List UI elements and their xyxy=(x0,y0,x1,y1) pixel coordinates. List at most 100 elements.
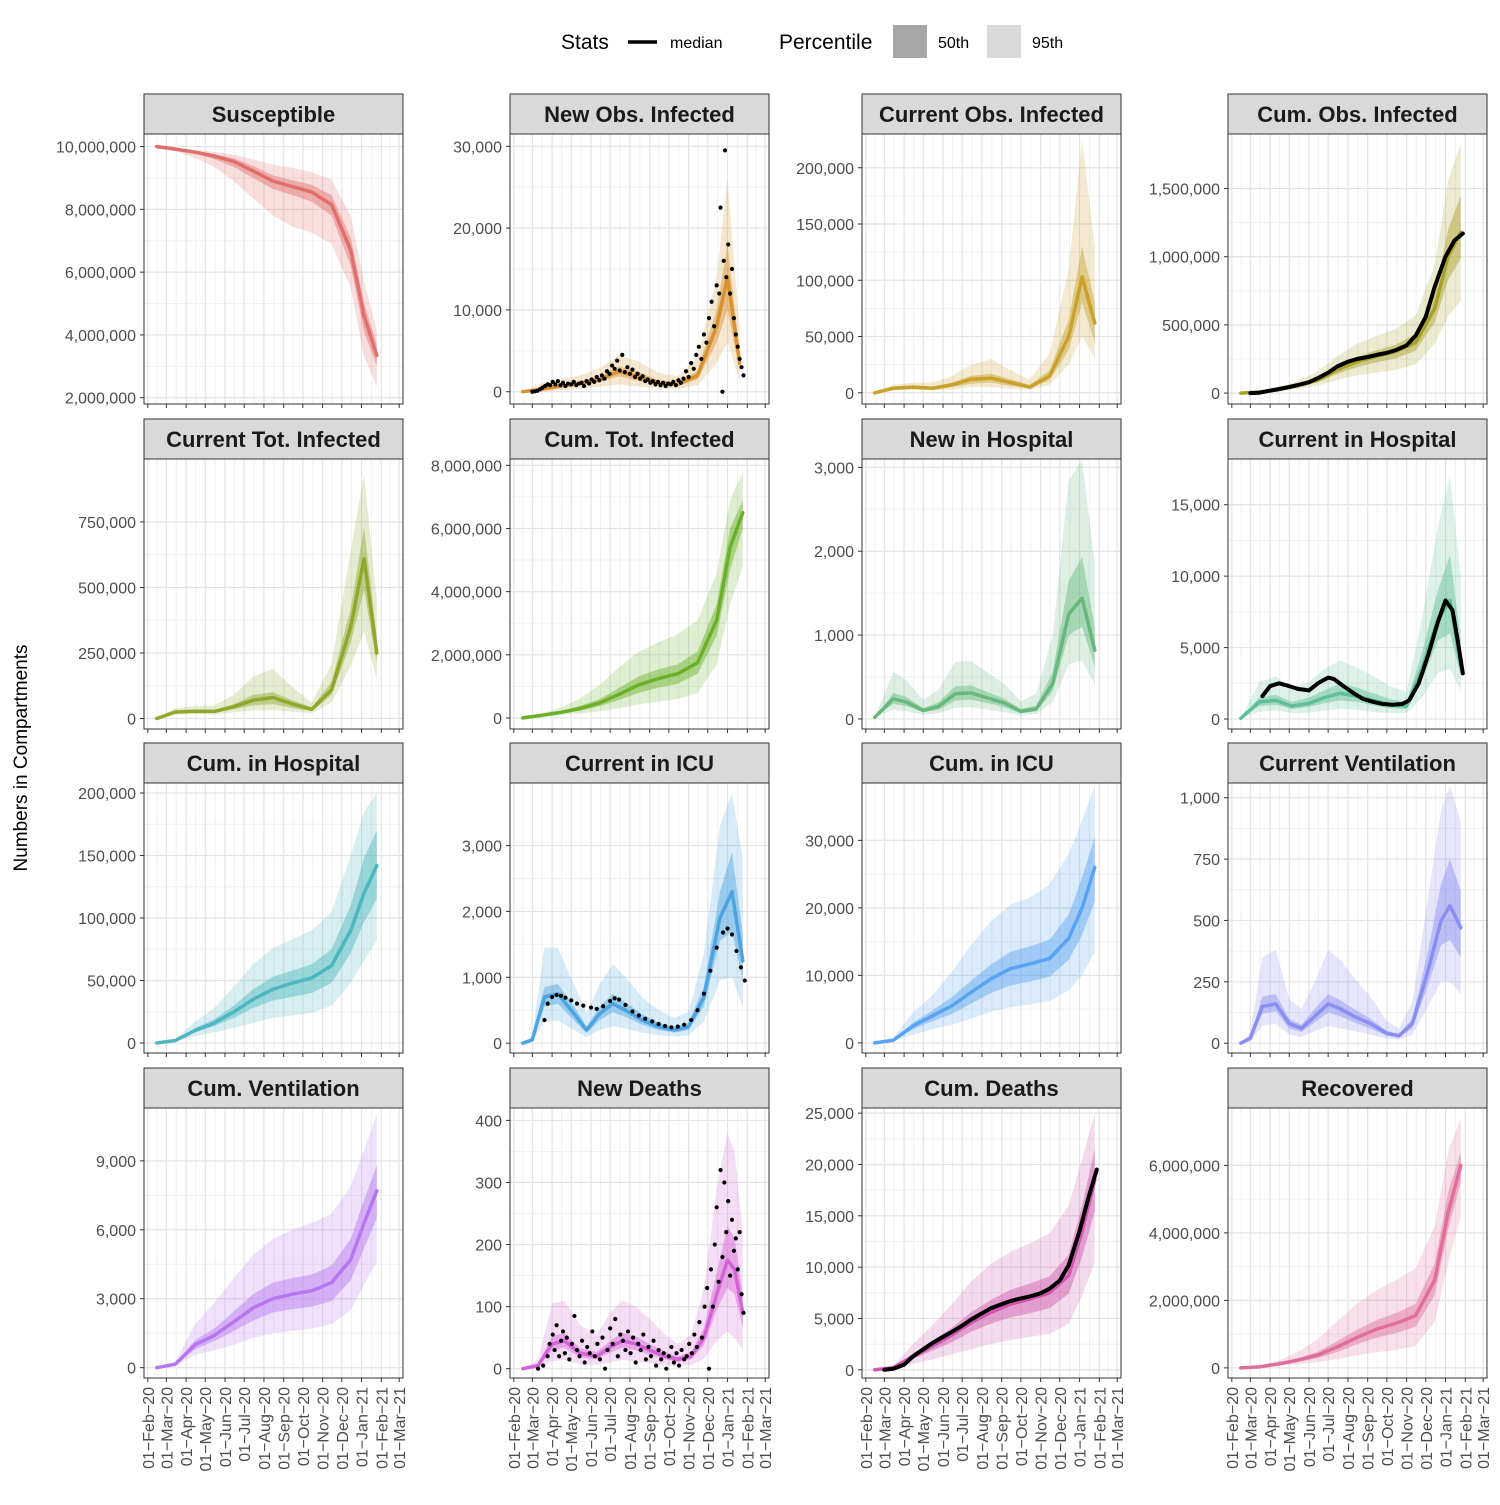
median-line xyxy=(873,596,1097,720)
observed-point xyxy=(541,1363,546,1368)
observed-point xyxy=(577,1354,582,1359)
observed-point xyxy=(689,1351,694,1356)
observed-point xyxy=(706,315,712,321)
y-tick-label: 0 xyxy=(1211,712,1220,729)
observed-point xyxy=(631,1335,636,1340)
observed-point xyxy=(640,374,645,379)
observed-point xyxy=(643,1016,648,1021)
y-tick-label: 0 xyxy=(1211,386,1220,403)
y-tick-label: 20,000 xyxy=(805,901,854,918)
x-tick-label: 01−Aug−20 xyxy=(1341,1387,1358,1470)
observed-point xyxy=(737,356,742,362)
x-tick-label: 01−Dec−20 xyxy=(1053,1387,1070,1470)
median-line xyxy=(521,510,745,720)
facet-title: New Obs. Infected xyxy=(544,102,735,127)
y-tick-label: 2,000 xyxy=(814,544,854,561)
observed-point xyxy=(608,1326,613,1331)
x-tick-label: 01−Apr−20 xyxy=(897,1387,914,1466)
observed-point xyxy=(695,1008,700,1013)
observed-point xyxy=(709,299,714,304)
x-tick-label: 01−May−20 xyxy=(564,1387,581,1472)
plot-border xyxy=(509,782,770,1054)
x-tick-label: 01−Oct−20 xyxy=(1014,1387,1031,1466)
observed-point xyxy=(585,1344,590,1350)
y-tick-label: 30,000 xyxy=(453,139,502,156)
y-tick-label: 0 xyxy=(493,1362,502,1379)
ribbon-95th xyxy=(1240,785,1461,1044)
observed-point xyxy=(705,1285,710,1291)
legend-stats-title: Stats xyxy=(561,31,609,54)
x-tick-label: 01−Jan−21 xyxy=(1439,1387,1456,1467)
y-tick-label: 4,000,000 xyxy=(431,585,502,602)
y-tick-label: 0 xyxy=(127,1036,136,1053)
plot-border xyxy=(1227,782,1488,1054)
observed-point xyxy=(717,291,722,296)
observed-point xyxy=(669,1025,674,1030)
observed-point xyxy=(725,926,730,931)
y-tick-label: 2,000 xyxy=(462,904,502,921)
y-tick-label: 10,000 xyxy=(453,303,502,320)
y-tick-label: 400 xyxy=(475,1113,502,1130)
observed-point xyxy=(679,1347,684,1353)
median-line xyxy=(155,144,379,358)
ribbon-50th xyxy=(874,837,1095,1043)
observed-point xyxy=(648,1354,654,1359)
y-tick-label: 50,000 xyxy=(805,330,854,347)
observed-point xyxy=(608,998,613,1004)
legend: Stats median Percentile 50th 95th xyxy=(561,25,1063,58)
y-tick-label: 10,000 xyxy=(805,1260,854,1277)
observed-point xyxy=(572,1313,577,1319)
observed-point xyxy=(712,324,717,329)
facet-panel: Susceptible 2,000,000 4,000,000 6,000,000 8,… xyxy=(56,93,404,408)
median-line xyxy=(1239,1163,1463,1370)
x-tick-label: 01−Dec−20 xyxy=(335,1387,352,1470)
observed-point xyxy=(694,1344,700,1350)
legend-95th-swatch xyxy=(987,25,1021,58)
ribbon-95th xyxy=(874,786,1095,1043)
observed-point xyxy=(643,1357,648,1362)
facet-title: Cum. in ICU xyxy=(929,751,1054,776)
observed-point xyxy=(597,1357,603,1362)
plot-border xyxy=(861,458,1122,730)
observed-point xyxy=(676,1363,682,1368)
observed-point xyxy=(602,376,607,381)
y-tick-label: 3,000 xyxy=(96,1292,136,1309)
legend-95th-label: 95th xyxy=(1032,35,1063,52)
x-tick-label: 01−May−20 xyxy=(1282,1387,1299,1472)
x-tick-label: 01−Nov−20 xyxy=(1400,1387,1417,1470)
observed-point xyxy=(554,992,559,998)
observed-point xyxy=(650,378,655,384)
observed-point xyxy=(563,995,568,1000)
observed-point xyxy=(601,1004,606,1009)
facet-strip xyxy=(143,418,404,460)
y-tick-label: 100 xyxy=(475,1300,502,1317)
y-tick-label: 30,000 xyxy=(805,833,854,850)
median-line xyxy=(155,1188,379,1370)
observed-point xyxy=(701,991,707,996)
y-tick-label: 4,000,000 xyxy=(1149,1226,1220,1243)
facet-panels: Susceptible 2,000,000 4,000,000 6,000,000 8,… xyxy=(56,93,1493,1472)
observed-point xyxy=(741,373,746,378)
facet-panel: Cum. Obs. Infected 0 500,000 1,000,000 1,500… xyxy=(1149,93,1488,408)
observed-point xyxy=(554,1323,559,1328)
x-tick-label: 01−Oct−20 xyxy=(662,1387,679,1466)
y-tick-label: 1,000 xyxy=(814,628,854,645)
observed-point xyxy=(558,1338,564,1343)
observed-point xyxy=(655,379,661,385)
x-tick-label: 01−May−20 xyxy=(916,1387,933,1472)
facet-panel: Current Ventilation 0 250 500 750 1,000 xyxy=(1180,742,1488,1057)
observed-point xyxy=(600,1335,605,1340)
plot-border xyxy=(143,1107,404,1379)
y-tick-label: 0 xyxy=(845,386,854,403)
y-tick-label: 15,000 xyxy=(1171,498,1220,515)
y-tick-label: 500 xyxy=(1193,913,1220,930)
facet-panel: Current Tot. Infected 0 250,000 500,000 750,… xyxy=(78,418,404,733)
observed-point xyxy=(613,1316,618,1322)
observed-point xyxy=(636,1341,641,1346)
observed-point xyxy=(722,1180,727,1185)
observed-point xyxy=(653,1363,659,1368)
observed-point xyxy=(625,1329,631,1334)
observed-point xyxy=(535,1366,541,1371)
observed-point xyxy=(587,1351,592,1356)
